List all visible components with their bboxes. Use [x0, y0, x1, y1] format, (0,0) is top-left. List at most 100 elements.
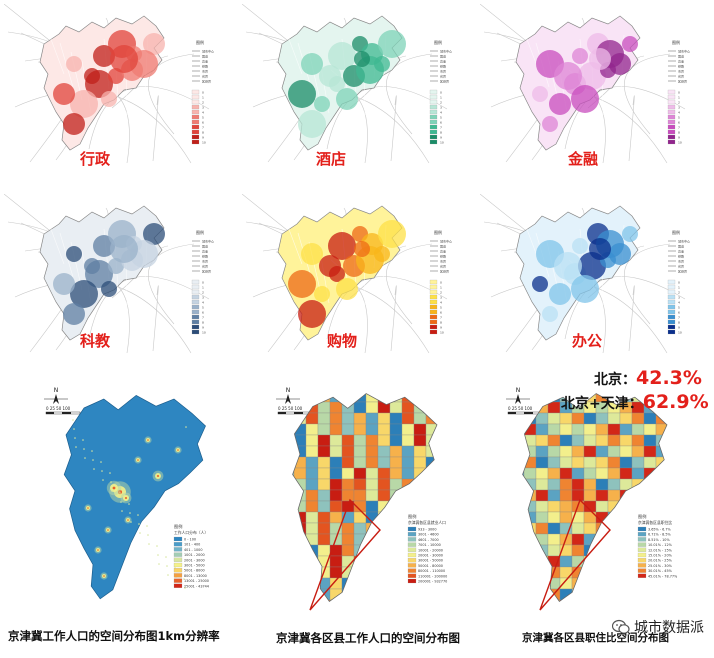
svg-text:101 - 400: 101 - 400 [184, 543, 200, 547]
svg-text:5: 5 [202, 116, 204, 120]
svg-text:图例: 图例 [408, 513, 416, 520]
watermark: 城市数据派 [611, 617, 704, 637]
map-caption-0: 行政 [80, 150, 111, 168]
map-caption-2: 金融 [568, 150, 599, 168]
svg-text:市界: 市界 [202, 259, 208, 264]
svg-text:7: 7 [678, 316, 680, 320]
svg-text:3: 3 [678, 106, 680, 110]
map-caption-4: 购物 [327, 332, 358, 350]
svg-text:8: 8 [440, 321, 442, 325]
svg-text:省界: 省界 [202, 74, 208, 79]
svg-text:3001 - 4600: 3001 - 4600 [418, 533, 439, 537]
svg-text:2: 2 [202, 101, 204, 105]
svg-text:图例: 图例 [196, 229, 204, 235]
svg-text:0: 0 [440, 281, 442, 285]
svg-text:2: 2 [202, 291, 204, 295]
stat-beijing-tianjin: 北京+天津：62.9% [561, 391, 709, 413]
svg-text:45.01% - 78.77%: 45.01% - 78.77% [648, 574, 678, 578]
svg-text:9: 9 [440, 326, 442, 330]
svg-text:1001 - 2000: 1001 - 2000 [184, 553, 205, 557]
map-caption-5: 办公 [572, 332, 603, 350]
svg-text:0: 0 [202, 91, 204, 95]
svg-text:7: 7 [678, 126, 680, 130]
svg-text:区县界: 区县界 [440, 79, 449, 84]
svg-text:N: N [286, 387, 291, 394]
map3-title: 京津冀各区县职住比空间分布图 [522, 632, 669, 644]
svg-text:0 25 50 100: 0 25 50 100 [46, 406, 71, 411]
svg-text:市界: 市界 [678, 259, 684, 264]
svg-text:50001 - 80000: 50001 - 80000 [418, 564, 443, 568]
svg-text:7: 7 [440, 126, 442, 130]
svg-text:工作人口分布（人）: 工作人口分布（人） [174, 530, 208, 535]
svg-text:4: 4 [678, 301, 680, 305]
svg-text:110001 - 200000: 110001 - 200000 [418, 574, 447, 578]
map2-title: 京津冀各区县工作人口的空间分布图 [276, 631, 460, 645]
svg-text:图例: 图例 [672, 39, 680, 45]
svg-text:2: 2 [678, 101, 680, 105]
svg-text:10: 10 [202, 331, 206, 335]
svg-text:0 25 50 100: 0 25 50 100 [278, 406, 303, 411]
svg-text:国道: 国道 [440, 244, 446, 249]
svg-text:3: 3 [440, 296, 442, 300]
map-finance: 图例 城市中心 国道 高速 铁路 市界 省界 区县界 0 1 2 3 4 5 6 7 8 9 10 [480, 4, 712, 174]
svg-text:10: 10 [678, 141, 682, 145]
svg-text:6: 6 [678, 311, 680, 315]
svg-text:铁路: 铁路 [440, 64, 446, 69]
svg-text:3: 3 [440, 106, 442, 110]
svg-text:国道: 国道 [202, 54, 208, 59]
svg-text:7: 7 [440, 316, 442, 320]
svg-text:高速: 高速 [440, 59, 446, 64]
svg-text:区县界: 区县界 [202, 269, 211, 274]
svg-text:3.65% - 6.7%: 3.65% - 6.7% [648, 528, 672, 532]
svg-text:80001 - 110000: 80001 - 110000 [418, 569, 445, 573]
svg-text:4: 4 [678, 111, 680, 115]
svg-text:30.01% - 45%: 30.01% - 45% [648, 569, 673, 573]
svg-text:0 25 50 100: 0 25 50 100 [508, 406, 533, 411]
map-caption-3: 科教 [80, 332, 111, 350]
svg-text:省界: 省界 [440, 74, 446, 79]
svg-text:5: 5 [202, 306, 204, 310]
svg-text:区县界: 区县界 [678, 269, 687, 274]
map-district-work-population: N0 25 50 100千米图例京津冀各区县就业人口933 - 30003001… [270, 380, 470, 620]
svg-text:3: 3 [202, 106, 204, 110]
svg-text:城市中心: 城市中心 [440, 239, 452, 244]
svg-text:8.51% - 10%: 8.51% - 10% [648, 538, 670, 542]
svg-text:铁路: 铁路 [440, 254, 446, 259]
svg-text:2: 2 [440, 291, 442, 295]
svg-text:9: 9 [440, 136, 442, 140]
svg-text:9: 9 [202, 136, 204, 140]
svg-text:20.01% - 25%: 20.01% - 25% [648, 559, 673, 563]
svg-text:国道: 国道 [440, 54, 446, 59]
svg-text:铁路: 铁路 [202, 64, 208, 69]
svg-text:10.01% - 12%: 10.01% - 12% [648, 543, 673, 547]
svg-text:4: 4 [440, 301, 442, 305]
svg-text:N: N [54, 387, 59, 394]
svg-text:6: 6 [202, 311, 204, 315]
svg-text:20001 - 30000: 20001 - 30000 [418, 554, 443, 558]
svg-text:区县界: 区县界 [202, 79, 211, 84]
svg-text:8: 8 [202, 131, 204, 135]
svg-text:高速: 高速 [202, 249, 208, 254]
map-job-housing-ratio: N0 25 50 100千米图例京津冀各区县职住比3.65% - 6.7%6.7… [500, 380, 700, 620]
map-hotel: 图例 城市中心 国道 高速 铁路 市界 省界 区县界 0 1 2 3 4 5 6 7 8 9 10 [242, 4, 474, 174]
svg-text:9: 9 [678, 326, 680, 330]
svg-text:1: 1 [440, 286, 442, 290]
svg-text:10001 - 20000: 10001 - 20000 [418, 548, 443, 552]
svg-text:省界: 省界 [678, 264, 684, 269]
map-science-edu: 图例 城市中心 国道 高速 铁路 市界 省界 区县界 0 1 2 3 4 5 6 7 8 9 10 [4, 194, 236, 364]
svg-text:2: 2 [440, 101, 442, 105]
svg-text:5: 5 [440, 116, 442, 120]
svg-text:8: 8 [202, 321, 204, 325]
svg-text:9: 9 [202, 326, 204, 330]
map-shopping: 图例 城市中心 国道 高速 铁路 市界 省界 区县界 0 1 2 3 4 5 6 7 8 9 10 [242, 194, 474, 364]
svg-text:区县界: 区县界 [440, 269, 449, 274]
svg-text:高速: 高速 [440, 249, 446, 254]
svg-text:7: 7 [202, 316, 204, 320]
svg-text:12.01% - 15%: 12.01% - 15% [648, 548, 673, 552]
watermark-text: 城市数据派 [634, 620, 704, 636]
svg-text:国道: 国道 [678, 244, 684, 249]
svg-text:4: 4 [202, 111, 204, 115]
svg-text:铁路: 铁路 [678, 254, 684, 259]
svg-text:图例: 图例 [434, 39, 442, 45]
